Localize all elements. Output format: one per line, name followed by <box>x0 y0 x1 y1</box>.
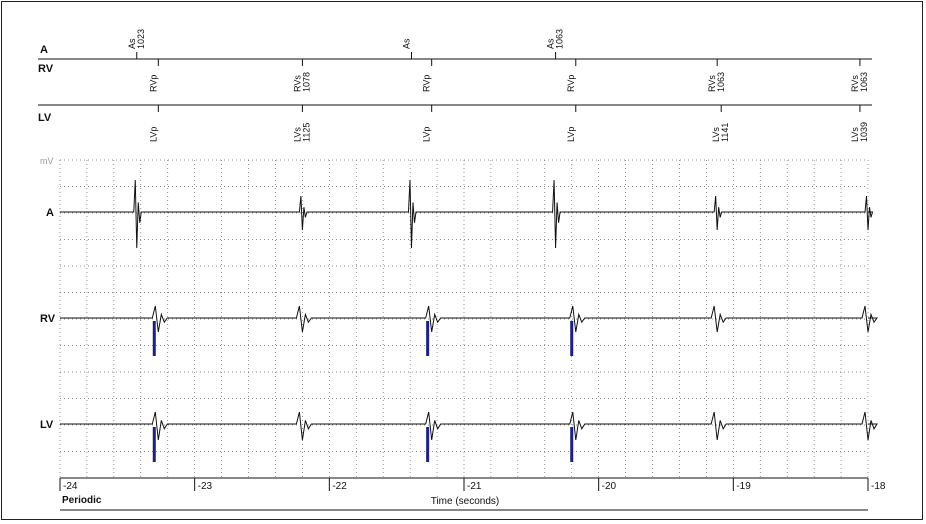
a-marker-event: As 1023 <box>127 29 146 49</box>
a-marker-label: As <box>546 38 556 49</box>
a-marker-event: As <box>401 38 411 49</box>
lv-marker-label: LVs <box>292 127 302 142</box>
a-marker-interval: 1023 <box>136 29 146 49</box>
pace-marker <box>570 427 574 462</box>
rv-marker-interval: 1063 <box>859 72 869 92</box>
rv-marker-event: RVs 1078 <box>292 72 311 92</box>
rv-marker-event: RVp <box>566 75 576 92</box>
marker-channel-label-rv: RV <box>38 63 54 75</box>
x-axis-title: Time (seconds) <box>431 496 500 507</box>
rv-marker-event: RVp <box>148 75 158 92</box>
lv-marker-label: LVp <box>148 127 158 142</box>
marker-channel-label-a: A <box>40 44 48 56</box>
x-tick-label: -20 <box>602 481 617 492</box>
lv-marker-event: LVp <box>422 127 432 142</box>
pace-marker <box>152 321 156 356</box>
lv-marker-event: LVs 1039 <box>850 122 869 142</box>
pace-marker <box>152 427 156 462</box>
lv-marker-event: LVp <box>148 127 158 142</box>
x-tick-label: -22 <box>332 481 347 492</box>
rv-marker-label: RVp <box>422 75 432 92</box>
lv-marker-interval: 1039 <box>859 122 869 142</box>
pace-marker <box>426 427 430 462</box>
rv-marker-label: RVp <box>148 75 158 92</box>
rv-marker-interval: 1078 <box>301 72 311 92</box>
rv-marker-label: RVs <box>707 75 717 92</box>
pace-marker <box>426 321 430 356</box>
rv-marker-label: RVs <box>850 75 860 92</box>
egm-trace-rv <box>60 305 878 333</box>
footer-label: Periodic <box>62 495 102 506</box>
x-tick-label: -23 <box>198 481 213 492</box>
egm-channel-label-rv: RV <box>40 313 56 325</box>
rv-marker-label: RVp <box>566 75 576 92</box>
lv-marker-label: LVs <box>850 127 860 142</box>
a-marker-label: As <box>127 38 137 49</box>
egm-channel-label-lv: LV <box>40 419 54 431</box>
x-tick-label: -18 <box>871 481 886 492</box>
egm-channel-label-a: A <box>46 207 54 219</box>
rv-marker-label: RVs <box>292 75 302 92</box>
a-marker-interval: 1063 <box>555 29 565 49</box>
lv-marker-interval: 1141 <box>720 123 730 142</box>
grid <box>59 159 869 479</box>
x-tick-label: -21 <box>467 481 482 492</box>
rv-marker-event: RVs 1063 <box>707 72 726 92</box>
lv-marker-label: LVp <box>422 127 432 142</box>
rv-marker-event: RVs 1063 <box>850 72 869 92</box>
lv-marker-interval: 1125 <box>301 123 311 142</box>
egm-trace-lv <box>60 411 878 441</box>
pace-marker <box>570 321 574 356</box>
lv-marker-event: LVs 1125 <box>292 123 311 142</box>
egm-trace-a <box>60 179 874 249</box>
a-marker-label: As <box>401 38 411 49</box>
y-unit-label: mV <box>40 156 54 166</box>
lv-marker-label: LVs <box>711 127 721 142</box>
rv-marker-event: RVp <box>422 75 432 92</box>
a-marker-event: As 1063 <box>546 29 565 49</box>
rv-marker-interval: 1063 <box>716 72 726 92</box>
lv-marker-event: LVs 1141 <box>711 123 730 142</box>
lv-marker-event: LVp <box>566 127 576 142</box>
x-tick-label: -24 <box>63 481 78 492</box>
marker-channel-label-lv: LV <box>38 112 52 124</box>
lv-marker-label: LVp <box>566 127 576 142</box>
x-tick-label: -19 <box>736 481 751 492</box>
